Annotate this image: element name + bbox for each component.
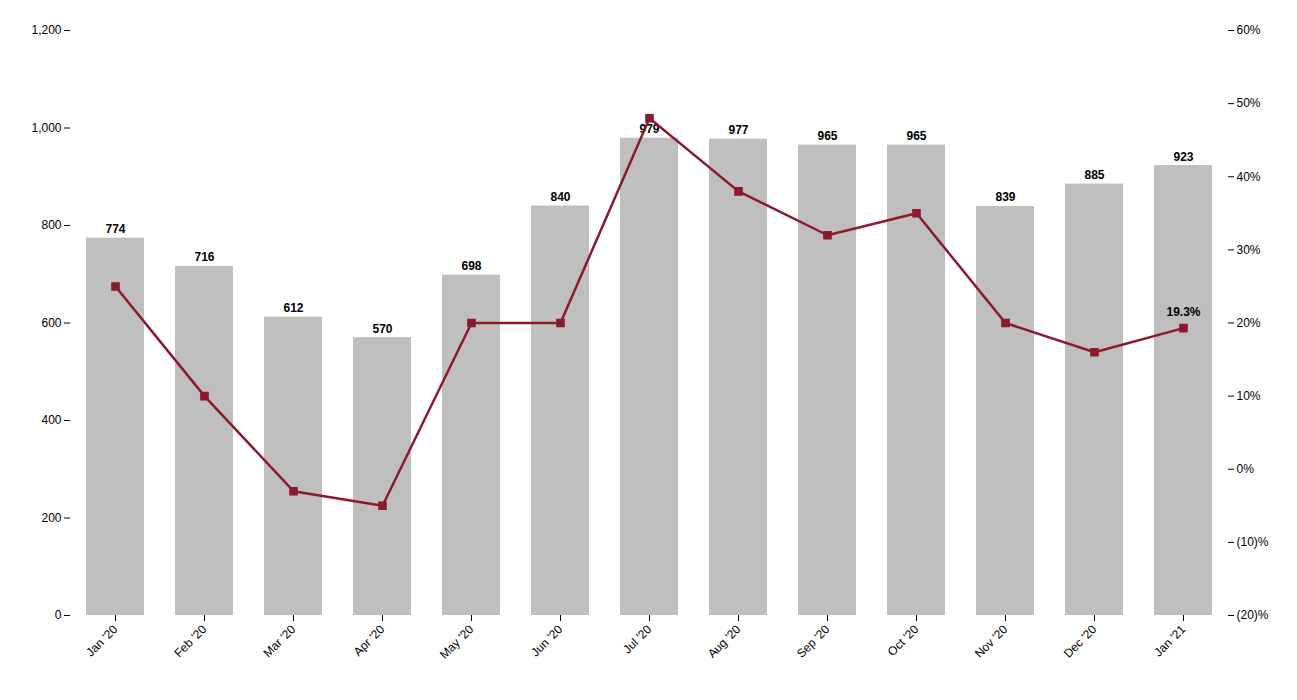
svg-text:840: 840: [550, 190, 570, 204]
svg-text:1,200: 1,200: [31, 23, 61, 37]
svg-text:Sep '20: Sep '20: [794, 622, 833, 661]
svg-text:50%: 50%: [1237, 96, 1261, 110]
svg-text:Oct '20: Oct '20: [885, 622, 922, 659]
svg-text:800: 800: [41, 218, 61, 232]
svg-text:965: 965: [817, 129, 837, 143]
svg-text:200: 200: [41, 511, 61, 525]
svg-text:Nov '20: Nov '20: [972, 622, 1011, 661]
svg-text:0: 0: [55, 608, 62, 622]
svg-text:(20)%: (20)%: [1237, 608, 1269, 622]
svg-text:698: 698: [461, 259, 481, 273]
svg-text:600: 600: [41, 316, 61, 330]
svg-text:(10)%: (10)%: [1237, 535, 1269, 549]
svg-text:Jan '20: Jan '20: [83, 622, 120, 659]
svg-text:885: 885: [1084, 168, 1104, 182]
svg-text:40%: 40%: [1237, 170, 1261, 184]
svg-text:Jan '21: Jan '21: [1151, 622, 1188, 659]
svg-text:0%: 0%: [1237, 462, 1255, 476]
svg-text:20%: 20%: [1237, 316, 1261, 330]
svg-text:570: 570: [372, 322, 392, 336]
svg-text:Apr '20: Apr '20: [351, 622, 388, 659]
svg-text:May '20: May '20: [437, 622, 477, 662]
svg-text:774: 774: [105, 222, 125, 236]
svg-text:Mar '20: Mar '20: [260, 622, 298, 660]
svg-text:Feb '20: Feb '20: [171, 622, 209, 660]
svg-text:60%: 60%: [1237, 23, 1261, 37]
svg-text:30%: 30%: [1237, 243, 1261, 257]
svg-text:965: 965: [906, 129, 926, 143]
svg-text:Jun '20: Jun '20: [528, 622, 565, 659]
svg-text:923: 923: [1173, 150, 1193, 164]
svg-text:1,000: 1,000: [31, 121, 61, 135]
svg-text:839: 839: [995, 190, 1015, 204]
svg-text:612: 612: [283, 301, 303, 315]
svg-text:977: 977: [728, 123, 748, 137]
svg-text:Jul '20: Jul '20: [620, 622, 654, 656]
svg-text:19.3%: 19.3%: [1166, 305, 1200, 319]
svg-text:400: 400: [41, 413, 61, 427]
svg-text:979: 979: [639, 122, 660, 137]
svg-text:Aug '20: Aug '20: [705, 622, 744, 661]
svg-text:10%: 10%: [1237, 389, 1261, 403]
svg-text:716: 716: [194, 250, 214, 264]
svg-text:Dec '20: Dec '20: [1061, 622, 1100, 661]
